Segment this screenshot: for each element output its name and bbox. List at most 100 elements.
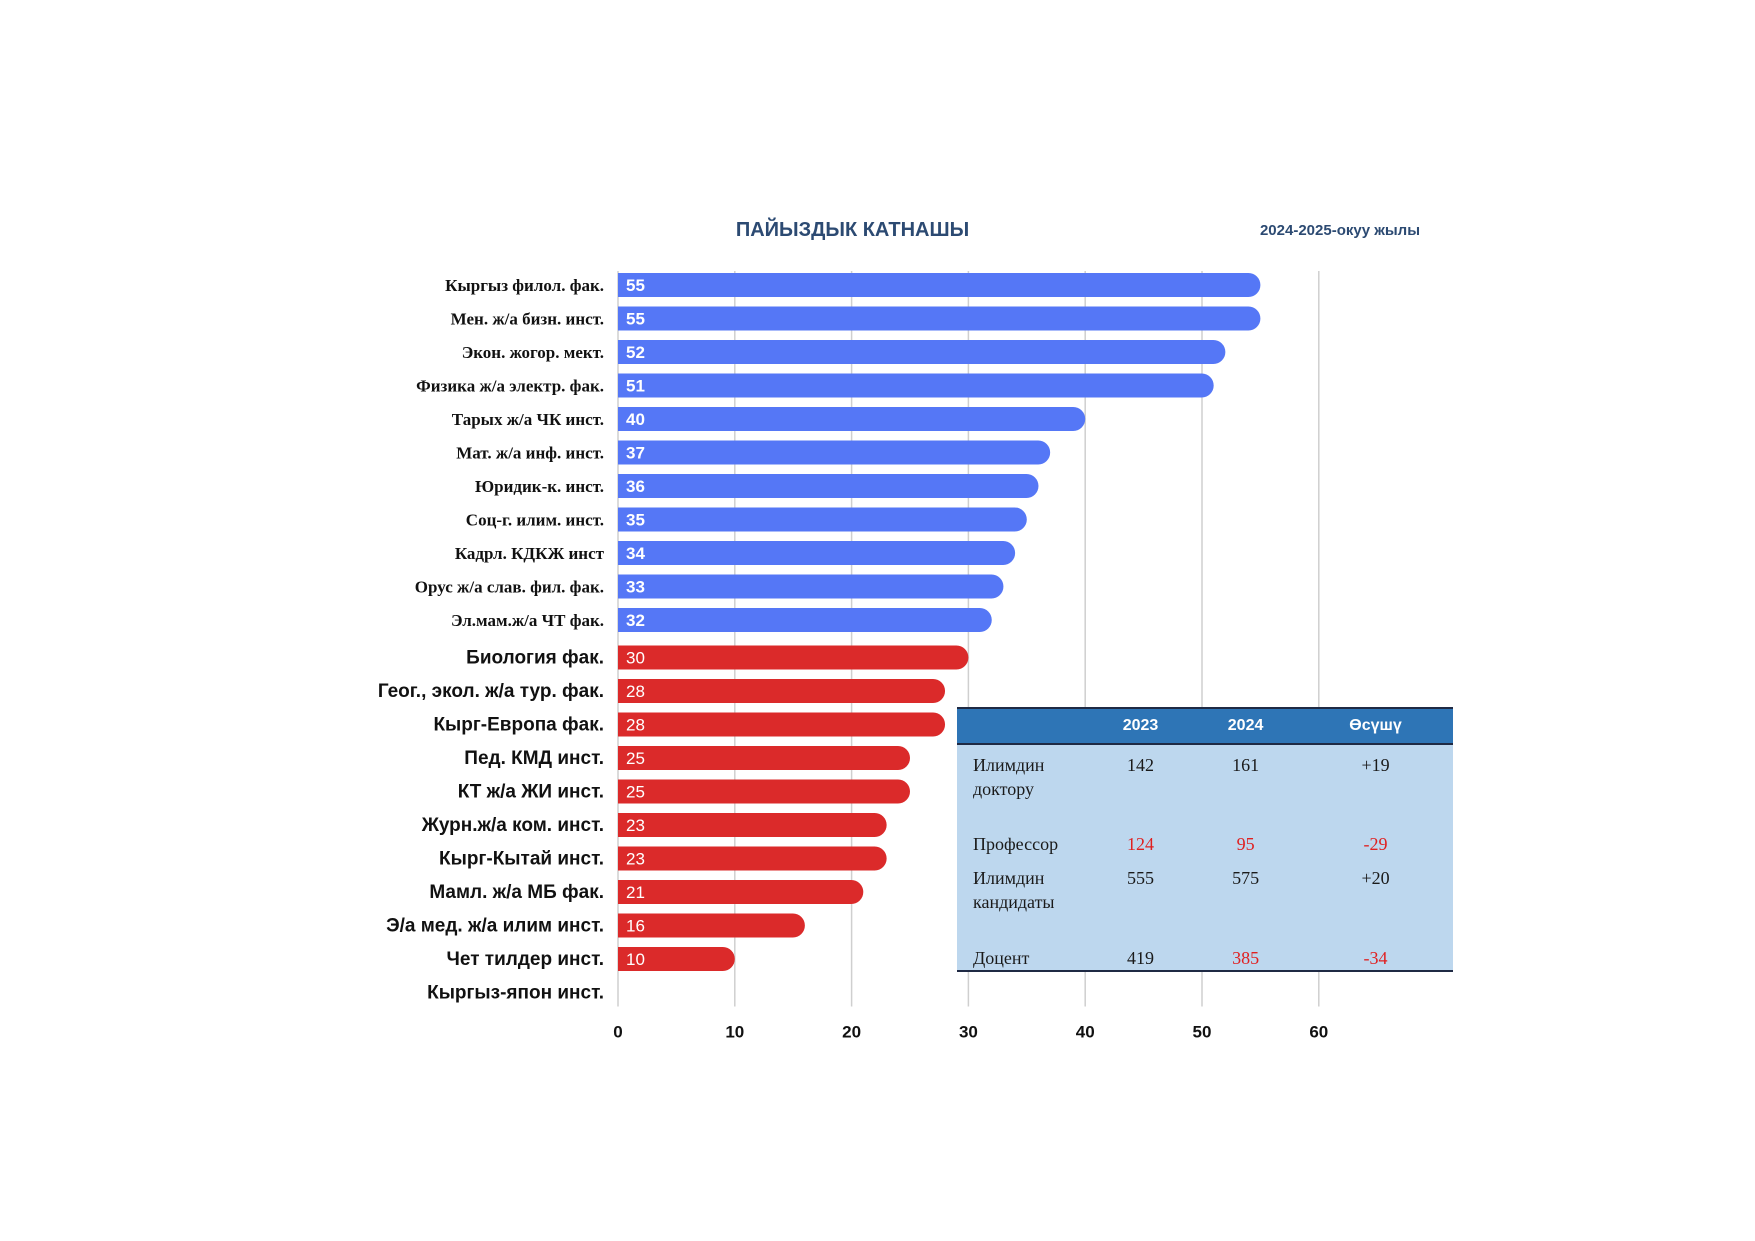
data-label: 25 [626, 783, 645, 802]
bar [618, 507, 1027, 532]
category-label: Экон. жогор. мект. [462, 343, 604, 362]
data-label: 30 [626, 649, 645, 668]
bar [618, 679, 946, 703]
chart-subtitle: 2024-2025-окуу жылы [1259, 222, 1421, 239]
bar [618, 306, 1261, 331]
category-label: Журн.ж/а ком. инст. [421, 815, 604, 836]
row-label: Илимдин доктору [973, 755, 1045, 799]
data-label: 28 [626, 716, 645, 735]
bar [618, 340, 1226, 364]
bar [618, 407, 1086, 431]
category-label: Тарых ж/а ЧК инст. [452, 410, 604, 429]
value-2024: 95 [1236, 834, 1255, 854]
bar-start [618, 679, 642, 703]
data-label: 52 [626, 343, 645, 362]
bar-start [618, 474, 642, 498]
bar [618, 880, 864, 904]
value-growth: -29 [1363, 834, 1388, 854]
category-label: Э/а мед. ж/а илим инст. [386, 916, 604, 937]
data-label: 25 [626, 749, 645, 768]
category-label: Кыргыз филол. фак. [445, 276, 604, 295]
bar-start [618, 541, 642, 565]
category-label: Орус ж/а слав. фил. фак. [415, 578, 604, 597]
x-tick-label: 40 [1076, 1023, 1095, 1042]
category-label: КТ ж/а ЖИ инст. [458, 782, 604, 803]
x-tick-label: 60 [1309, 1023, 1328, 1042]
data-label: 34 [626, 544, 645, 563]
bar-start [618, 373, 642, 398]
category-label: Чет тилдер инст. [447, 949, 604, 970]
bar [618, 608, 992, 632]
category-label: Кырг-Европа фак. [433, 715, 604, 736]
table-header-growth: Өсүшү [1298, 707, 1453, 745]
chart-title: ПАЙЫЗДЫК КАТНАШЫ [735, 219, 970, 241]
data-label: 35 [626, 511, 645, 530]
bar-start [618, 813, 642, 837]
bar [618, 947, 735, 971]
category-label: Биология фак. [466, 648, 604, 669]
bar-start [618, 880, 642, 904]
bar-start [618, 645, 642, 670]
category-label: Физика ж/а электр. фак. [416, 377, 604, 396]
x-tick-label: 20 [842, 1023, 861, 1042]
data-label: 40 [626, 410, 645, 429]
category-label: Юридик-к. инст. [475, 477, 604, 496]
value-2023: 124 [1127, 834, 1155, 854]
data-label: 51 [626, 377, 645, 396]
bar [618, 574, 1004, 599]
bar [618, 373, 1214, 398]
value-growth: +20 [1361, 868, 1390, 888]
bar-start [618, 779, 642, 804]
data-label: 16 [626, 917, 645, 936]
data-label: 55 [626, 276, 645, 295]
bar [618, 846, 887, 871]
bar [618, 440, 1051, 465]
bar-start [618, 407, 642, 431]
data-label: 28 [626, 682, 645, 701]
table-row: Илимдин кандидаты 555 575 +20 [957, 858, 1453, 938]
bar-start [618, 507, 642, 532]
value-2024: 385 [1193, 938, 1299, 972]
category-label: Кадрл. КДКЖ инст [455, 544, 605, 563]
category-label: Пед. КМД инст. [464, 748, 604, 769]
bar-start [618, 306, 642, 331]
table-row: Илимдин доктору 142 161 +19 [957, 744, 1453, 824]
table-row: Профессор 124 95 -29 [957, 824, 1453, 858]
row-label: Доцент [957, 938, 1088, 972]
value-2024: 575 [1232, 868, 1260, 888]
category-label: Мат. ж/а инф. инст. [456, 444, 604, 463]
bar [618, 474, 1039, 498]
bar [618, 813, 887, 837]
category-label: Эл.мам.ж/а ЧТ фак. [451, 611, 604, 630]
bar [618, 541, 1016, 565]
x-tick-label: 0 [613, 1023, 622, 1042]
bar-start [618, 712, 642, 737]
table-row: Доцент 419 385 -34 [957, 938, 1453, 972]
category-label: Кырг-Кытай инст. [439, 849, 604, 870]
bar-start [618, 746, 642, 770]
table-header-2024: 2024 [1193, 707, 1299, 745]
bar-start [618, 340, 642, 364]
bar [618, 746, 910, 770]
bar-start [618, 273, 642, 297]
bar-start [618, 913, 642, 938]
bar [618, 645, 969, 670]
category-label: Мамл. ж/а МБ фак. [429, 882, 604, 903]
x-tick-label: 30 [959, 1023, 978, 1042]
bar [618, 273, 1261, 297]
stats-table: 2023 2024 Өсүшү Илимдин доктору 142 161 … [957, 707, 1453, 972]
value-2024: 161 [1232, 755, 1260, 775]
data-label: 10 [626, 950, 645, 969]
row-label: Илимдин кандидаты [973, 868, 1055, 912]
data-label: 55 [626, 310, 645, 329]
bar-start [618, 440, 642, 465]
bar [618, 712, 946, 737]
x-tick-label: 50 [1193, 1023, 1212, 1042]
data-label: 36 [626, 477, 645, 496]
data-label: 33 [626, 578, 645, 597]
data-label: 23 [626, 850, 645, 869]
data-label: 37 [626, 444, 645, 463]
data-label: 32 [626, 611, 645, 630]
table-header-empty [957, 707, 1088, 745]
